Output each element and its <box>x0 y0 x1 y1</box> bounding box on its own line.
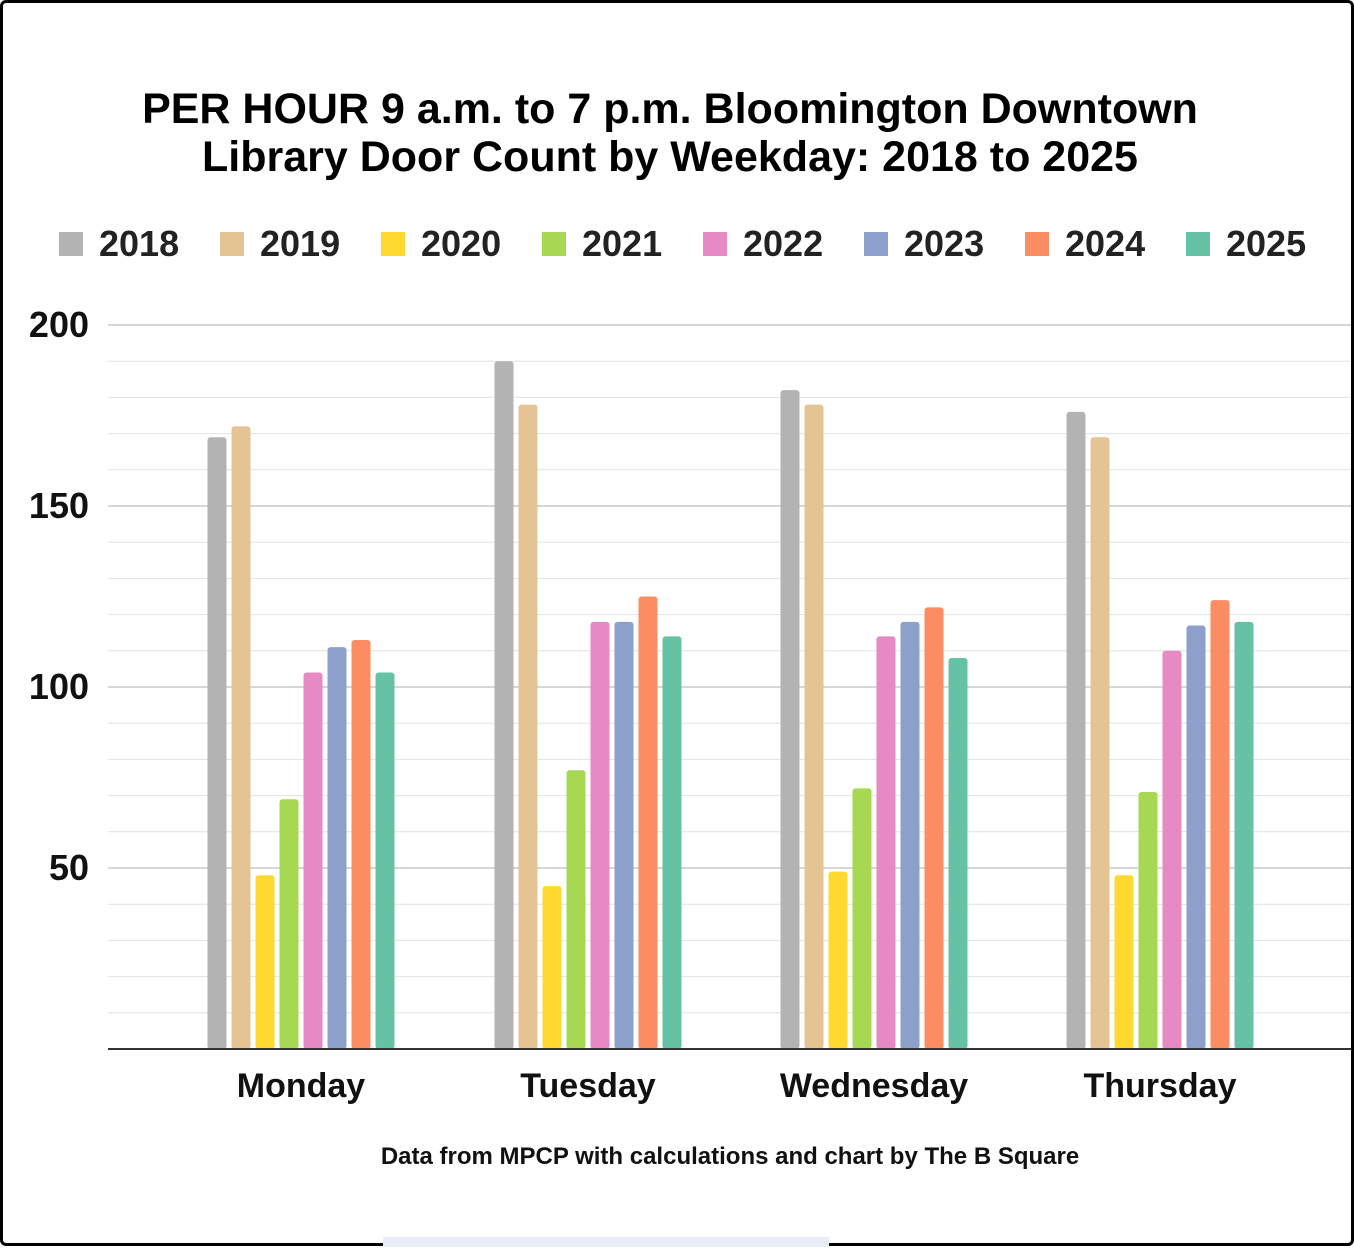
legend-item-2019: 2019 <box>220 221 340 267</box>
bar-2019-thursday <box>1090 437 1110 1050</box>
bar-2018-tuesday <box>494 361 514 1049</box>
x-tick-label: Wednesday <box>780 1067 968 1105</box>
bar-2024-tuesday <box>638 596 658 1049</box>
bar-2020-monday <box>255 875 275 1049</box>
legend-item-2021: 2021 <box>542 221 662 267</box>
y-tick-label: 100 <box>29 666 89 707</box>
bar-2022-wednesday <box>876 636 896 1049</box>
legend-item-2024: 2024 <box>1025 221 1145 267</box>
bar-2021-tuesday <box>566 770 586 1049</box>
legend-label: 2021 <box>582 223 663 264</box>
legend-label: 2018 <box>99 223 180 264</box>
bar-2020-wednesday <box>828 871 848 1049</box>
bar-2018-thursday <box>1066 411 1086 1049</box>
legend-swatch <box>381 232 405 256</box>
chart-title-line-1: PER HOUR 9 a.m. to 7 p.m. Bloomington Do… <box>142 85 1198 133</box>
bar-2023-tuesday <box>614 621 634 1049</box>
bar-2022-tuesday <box>590 621 610 1049</box>
legend-label: 2019 <box>260 223 341 264</box>
legend-item-2022: 2022 <box>703 221 823 267</box>
legend-swatch <box>703 232 727 256</box>
legend-swatch <box>864 232 888 256</box>
legend-label: 2025 <box>1226 223 1307 264</box>
bar-2025-thursday <box>1234 621 1254 1049</box>
chart-title: PER HOUR 9 a.m. to 7 p.m. Bloomington Do… <box>3 85 1337 181</box>
legend-swatch <box>59 232 83 256</box>
bar-2019-wednesday <box>804 404 824 1049</box>
bar-2019-monday <box>231 426 251 1049</box>
legend-swatch <box>1186 232 1210 256</box>
legend-label: 2022 <box>743 223 824 264</box>
bar-2022-monday <box>303 672 323 1049</box>
chart-legend: 2018 2019 2020 2021 2022 2023 2024 2025 <box>3 221 1354 267</box>
legend-label: 2023 <box>904 223 985 264</box>
bar-2020-thursday <box>1114 875 1134 1049</box>
source-note: Data from MPCP with calculations and cha… <box>380 1143 1080 1170</box>
y-tick-label: 50 <box>49 847 89 888</box>
y-tick-label: 200 <box>29 304 89 345</box>
bar-2025-monday <box>375 672 395 1049</box>
bar-2024-thursday <box>1210 600 1230 1049</box>
bar-2020-tuesday <box>542 886 562 1049</box>
bar-2021-thursday <box>1138 791 1158 1049</box>
x-tick-label: Tuesday <box>520 1067 656 1105</box>
x-tick-label: Thursday <box>1083 1067 1236 1105</box>
bar-2025-wednesday <box>948 658 968 1049</box>
legend-label: 2024 <box>1065 223 1146 264</box>
legend-label: 2020 <box>421 223 502 264</box>
legend-swatch <box>220 232 244 256</box>
bar-2023-wednesday <box>900 621 920 1049</box>
bar-2022-thursday <box>1162 650 1182 1049</box>
bar-2024-monday <box>351 639 371 1049</box>
x-tick-label: Monday <box>237 1067 366 1105</box>
bottom-strip <box>383 1237 829 1247</box>
bar-2024-wednesday <box>924 607 944 1049</box>
legend-item-2020: 2020 <box>381 221 501 267</box>
chart-title-line-2: Library Door Count by Weekday: 2018 to 2… <box>202 133 1138 181</box>
y-tick-label: 150 <box>29 485 89 526</box>
legend-item-2018: 2018 <box>59 221 179 267</box>
bar-2018-monday <box>207 437 227 1050</box>
bar-2023-monday <box>327 647 347 1049</box>
legend-item-2025: 2025 <box>1186 221 1306 267</box>
chart-plot-area: 50 100 150 200 Monday Tuesday Wednesday Thursda… <box>29 304 1351 1105</box>
bar-2019-tuesday <box>518 404 538 1049</box>
bar-2021-wednesday <box>852 788 872 1049</box>
bar-2018-wednesday <box>780 390 800 1049</box>
legend-swatch <box>1025 232 1049 256</box>
bar-2023-thursday <box>1186 625 1206 1049</box>
legend-item-2023: 2023 <box>864 221 984 267</box>
bar-2025-tuesday <box>662 636 682 1049</box>
legend-swatch <box>542 232 566 256</box>
bar-2021-monday <box>279 799 299 1049</box>
